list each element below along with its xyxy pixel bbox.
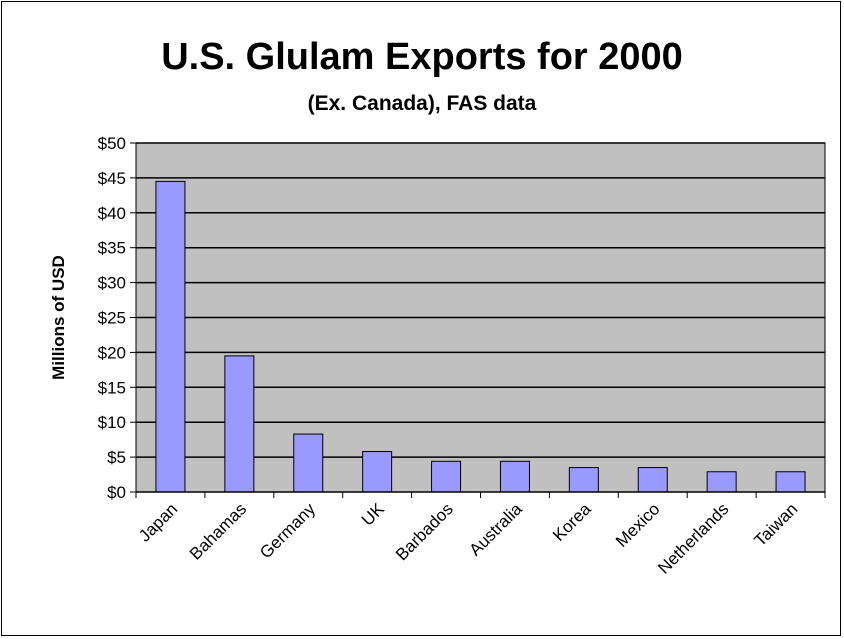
bar-bahamas (224, 355, 255, 493)
y-axis-label: Millions of USD (49, 255, 68, 380)
y-tick-label: $15 (98, 378, 126, 397)
x-tick-label: Germany (256, 499, 319, 562)
bar-netherlands (706, 471, 737, 493)
y-tick-label: $45 (98, 169, 126, 188)
y-tick-label: $40 (98, 204, 126, 223)
y-tick-label: $0 (107, 483, 126, 502)
x-tick-label: Japan (135, 499, 181, 545)
y-tick-label: $10 (98, 413, 126, 432)
y-tick-label: $20 (98, 343, 126, 362)
bar-japan (155, 180, 186, 493)
x-tick-label: UK (358, 499, 389, 530)
x-tick-label: Netherlands (654, 499, 732, 577)
x-tick-label: Taiwan (751, 499, 802, 550)
x-tick-labels: Japan Bahamas Germany UK Barbados Australia Ko… (135, 499, 801, 578)
bar-germany (293, 433, 324, 493)
bar-barbados (431, 460, 462, 493)
bar-taiwan (775, 471, 806, 493)
x-tick-label: Barbados (392, 499, 457, 564)
chart-title: U.S. Glulam Exports for 2000 (161, 36, 683, 78)
x-tick-label: Bahamas (186, 499, 250, 563)
y-tick-label: $25 (98, 309, 126, 328)
y-tick-label: $35 (98, 239, 126, 258)
x-tick-label: Mexico (612, 499, 664, 551)
bar-uk (362, 451, 393, 493)
y-tick-label: $50 (98, 134, 126, 153)
x-tick-label: Korea (549, 499, 595, 545)
y-tick-label: $30 (98, 274, 126, 293)
x-tick-label: Australia (466, 499, 527, 560)
chart-subtitle: (Ex. Canada), FAS data (307, 92, 537, 115)
bar-korea (568, 467, 599, 493)
bar-australia (499, 460, 530, 493)
axes (130, 142, 826, 498)
y-tick-labels: $0 $5 $10 $15 $20 $25 $30 $35 $40 $45 $50 (98, 134, 126, 502)
bar-mexico (637, 467, 668, 493)
y-tick-label: $5 (107, 448, 126, 467)
